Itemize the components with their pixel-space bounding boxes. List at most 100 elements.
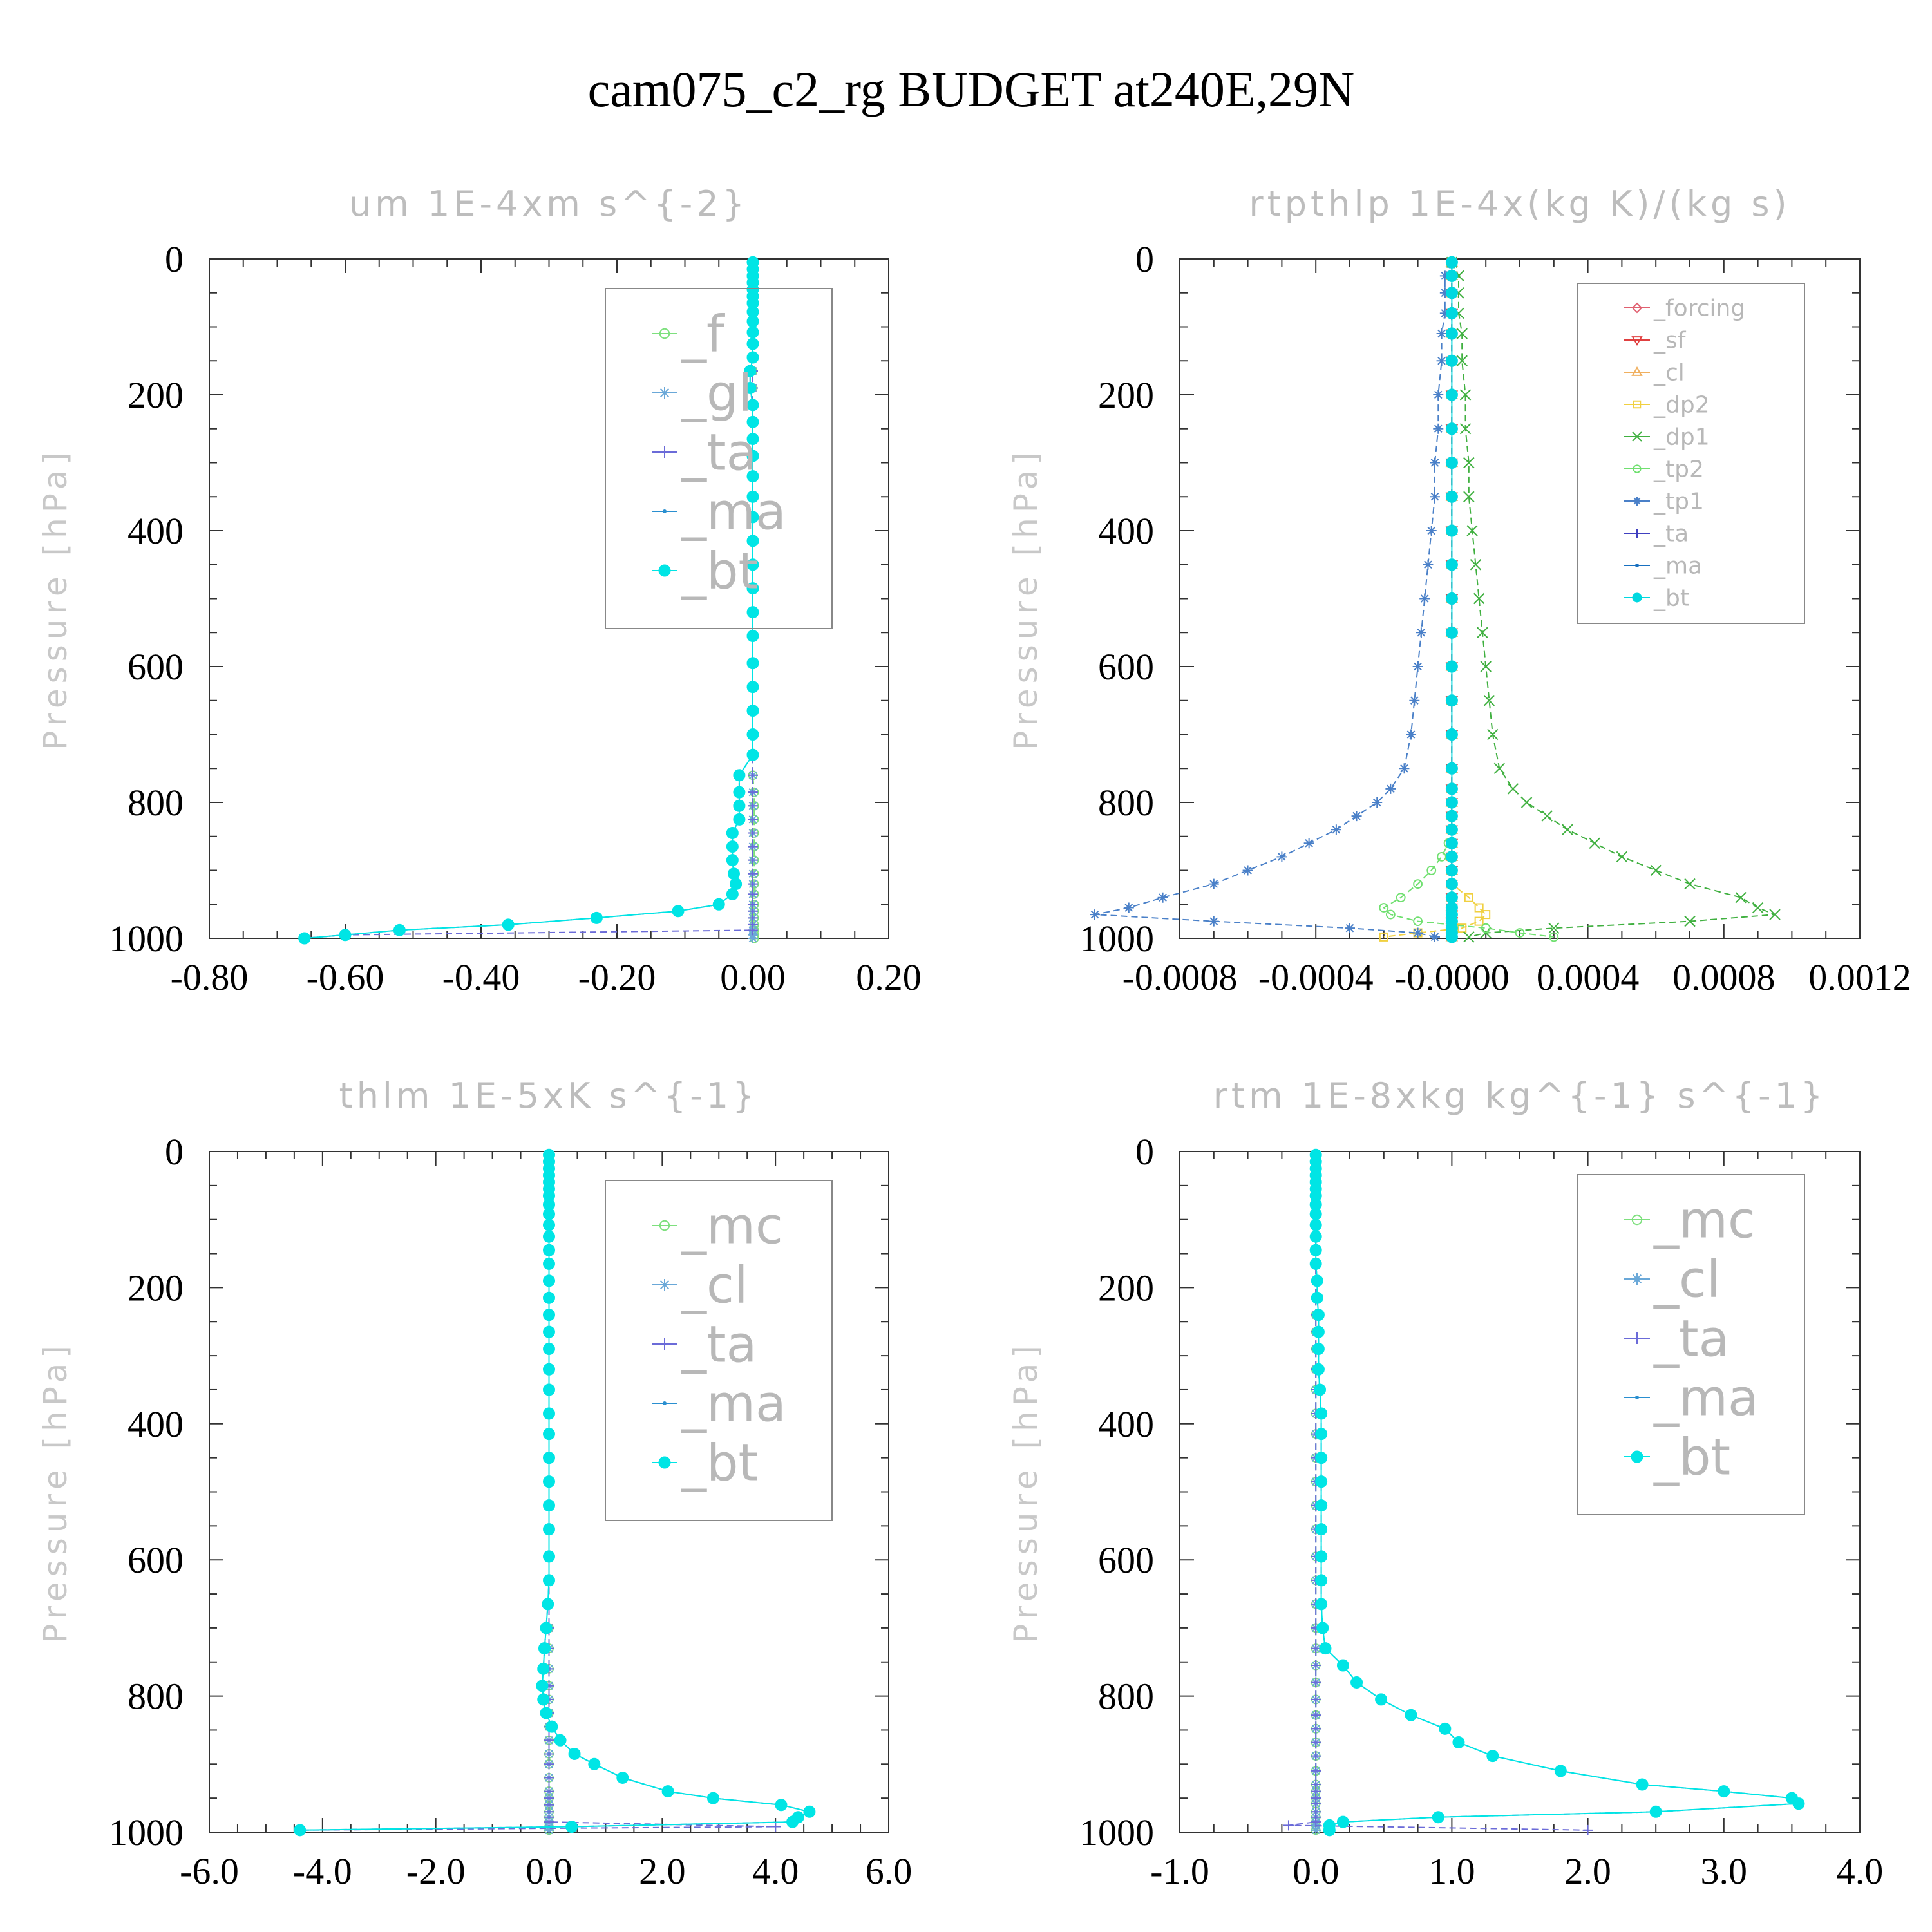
data-point	[746, 450, 759, 462]
data-point	[1311, 1694, 1321, 1705]
data-point	[1314, 1383, 1327, 1396]
data-point	[1445, 524, 1458, 537]
data-point	[1445, 457, 1458, 469]
legend-label: _cl	[1653, 1251, 1721, 1309]
data-point	[1541, 810, 1553, 822]
data-point	[746, 705, 759, 717]
data-point	[1445, 850, 1458, 863]
data-point	[1439, 308, 1450, 319]
data-point	[616, 1771, 629, 1784]
y-tick-label: 600	[1098, 1539, 1154, 1581]
y-tick-label: 1000	[109, 918, 184, 960]
data-point	[1439, 287, 1450, 298]
data-point	[748, 868, 758, 879]
data-point	[1452, 1736, 1465, 1748]
data-point	[1752, 902, 1764, 914]
data-point	[590, 911, 603, 924]
data-point	[1439, 270, 1450, 281]
data-point	[746, 558, 759, 571]
x-tick-label: -1.0	[1150, 1850, 1209, 1892]
panel-title: rtm 1E-8xkg kg^{-1} s^{-1}	[1213, 1075, 1827, 1116]
series-bt	[298, 256, 759, 945]
x-tick-label: 6.0	[866, 1850, 913, 1892]
series-bt	[1309, 1148, 1805, 1837]
data-point	[748, 925, 758, 936]
data-point	[1345, 923, 1355, 934]
panel-title: um 1E-4xm s^{-2}	[349, 184, 748, 224]
data-point	[543, 1407, 555, 1420]
data-point	[748, 889, 758, 900]
y-tick-label: 1000	[109, 1812, 184, 1853]
x-tick-label: -0.0004	[1258, 956, 1374, 998]
data-point	[748, 770, 758, 781]
data-point	[748, 855, 758, 866]
data-point	[1636, 1778, 1649, 1791]
x-tick-label: 3.0	[1701, 1850, 1748, 1892]
legend-marker	[663, 509, 667, 513]
y-axis-label: Pressure [hPa]	[1007, 1340, 1045, 1643]
y-tick-label: 200	[1098, 1267, 1154, 1309]
x-tick-label: 0.0	[1293, 1850, 1340, 1892]
data-point	[1123, 902, 1134, 913]
data-point	[1416, 627, 1426, 638]
data-point	[1311, 1723, 1321, 1734]
legend-marker	[659, 387, 670, 399]
legend-label: _cl	[1653, 360, 1685, 386]
data-point	[1323, 1824, 1336, 1837]
legend-label: _bt	[1653, 1428, 1730, 1486]
data-point	[1336, 1659, 1349, 1672]
data-point	[1445, 796, 1458, 809]
series-line	[1383, 262, 1554, 938]
data-point	[1445, 388, 1458, 401]
data-point	[730, 878, 743, 891]
data-point	[1315, 1574, 1328, 1587]
data-point	[543, 1257, 555, 1270]
data-point	[1445, 422, 1458, 435]
data-point	[1331, 824, 1341, 835]
data-point	[746, 728, 759, 741]
data-point	[1616, 851, 1628, 863]
data-point	[1445, 762, 1458, 775]
data-point	[1312, 1309, 1325, 1321]
x-tick-label: -4.0	[293, 1850, 352, 1892]
data-point	[588, 1757, 601, 1770]
data-point	[1718, 1785, 1730, 1798]
data-point	[543, 1550, 555, 1563]
data-point	[1457, 923, 1467, 933]
y-tick-label: 400	[1098, 1403, 1154, 1445]
data-point	[544, 1759, 554, 1770]
data-point	[1311, 1737, 1321, 1748]
data-point	[1463, 931, 1475, 943]
data-point	[746, 315, 759, 328]
legend-label: _mc	[1653, 1191, 1756, 1249]
data-point	[1520, 797, 1533, 808]
data-point	[1312, 1325, 1325, 1338]
data-point	[803, 1805, 816, 1818]
legend-marker	[663, 1401, 667, 1405]
data-point	[748, 787, 758, 798]
data-point	[1445, 728, 1458, 741]
y-tick-label: 800	[128, 1676, 184, 1718]
data-point	[1445, 626, 1458, 639]
legend-box	[605, 1180, 833, 1521]
data-point	[1445, 694, 1458, 707]
data-point	[544, 1748, 554, 1759]
data-point	[746, 337, 759, 350]
data-point	[1315, 1550, 1328, 1563]
y-tick-label: 0	[165, 238, 184, 280]
data-point	[1090, 909, 1100, 920]
y-tick-label: 400	[128, 1403, 184, 1445]
data-point	[744, 381, 757, 394]
data-point	[544, 1824, 554, 1835]
data-point	[1445, 837, 1458, 849]
legend-marker	[1635, 564, 1639, 567]
data-point	[1311, 1765, 1321, 1776]
data-point	[712, 898, 725, 911]
panel-title: thlm 1E-5xK s^{-1}	[339, 1075, 759, 1116]
x-tick-label: 2.0	[1564, 1850, 1611, 1892]
data-point	[1487, 728, 1499, 741]
data-point	[543, 1452, 555, 1464]
series-tp2	[1379, 257, 1559, 942]
data-point	[661, 1785, 674, 1798]
data-point	[543, 1523, 555, 1536]
